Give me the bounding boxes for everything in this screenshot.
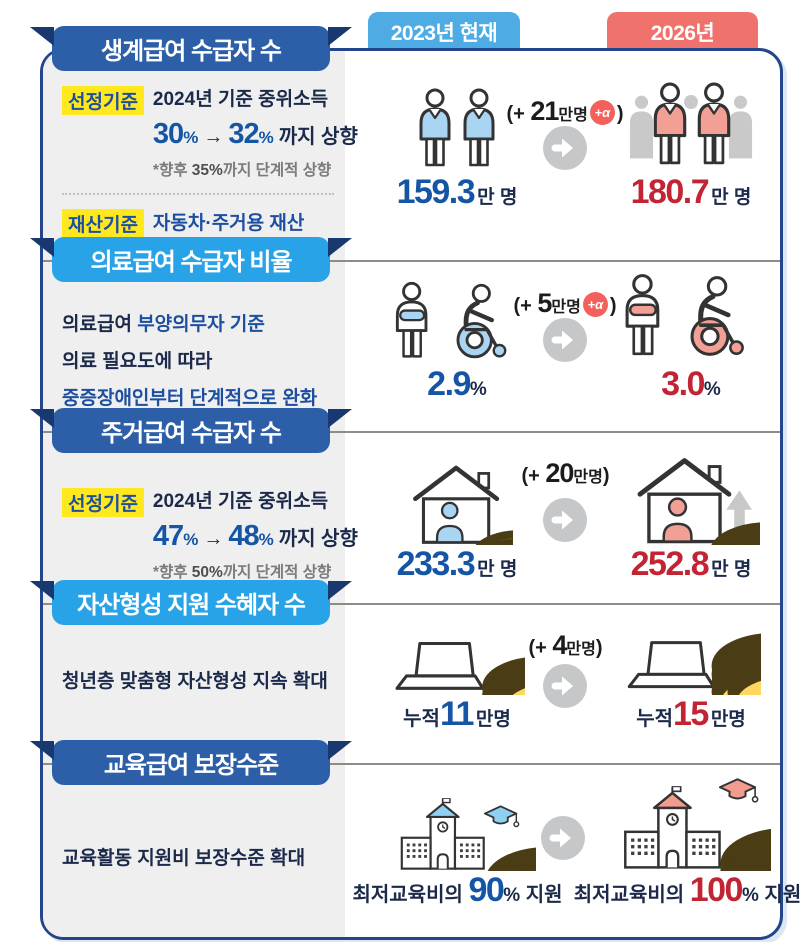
right-arrow-icon [541,816,585,860]
housing-notes: 선정기준 2024년 기준 중위소득 47% → 48% 까지 상향 *향후 50%까… [62,488,358,582]
note-line: 의료 필요도에 따라 [62,351,213,372]
up-arrow-icon [726,490,752,535]
criteria-tag: 선정기준 [62,86,144,115]
section-title-education: 교육급여 보장수준 [30,740,352,785]
section-divider [43,763,780,765]
stat-value: 최저교육비의 90% 지원 [352,871,563,909]
criteria-line: 2024년 기준 중위소득 [152,491,329,512]
stat-2026-asset: 누적15 만명 [586,622,796,734]
stat-2026-housing: 252.8 만 명 [586,448,796,584]
stat-value: 233.3 만 명 [396,545,518,583]
note-line: 교육활동 지원비 보장수준 확대 [62,848,306,869]
stat-2023-medical: 2.9% [352,280,562,404]
house-person-coins-icon [622,448,760,545]
laptop-coins-icon [627,622,761,695]
dotted-separator [62,193,334,195]
stat-value: 누적15 만명 [636,695,746,733]
plus-alpha-badge: +α [582,292,608,317]
delta-annotation: (+ 20만명) [521,458,610,488]
right-arrow-glyph: → [203,126,224,148]
criteria-line: 2024년 기준 중위소득 [152,89,329,110]
delta-annotation: (+ 21만명 +α) [506,96,624,126]
delta-annotation: (+ 4만명) [528,630,603,660]
section-divider [43,603,780,605]
property-line: 자동차·주거용 재산 [152,213,305,234]
ribbon-label: 주거급여 수급자 수 [101,420,282,447]
plus-alpha-badge: +α [589,100,615,125]
percent-change-line: 47% → 48% 까지 상향 [152,520,358,552]
stat-value: 252.8 만 명 [630,545,752,583]
section-title-medical: 의료급여 수급자 비율 [30,237,352,282]
year-badge-2023: 2023년 현재 [368,12,520,52]
note-line: 의료급여 부양의무자 기준 [62,314,265,335]
property-tag: 재산기준 [62,209,144,238]
criteria-tag: 선정기준 [62,488,144,517]
ribbon-label: 의료급여 수급자 비율 [90,249,292,276]
stat-value: 180.7 만 명 [630,173,752,211]
footnote: *향후 35%까지 단계적 상향 [152,162,332,179]
footnote: *향후 50%까지 단계적 상향 [152,564,332,581]
stat-2026-livelihood: 180.7 만 명 [586,80,796,212]
stat-2023-housing: 233.3 만 명 [352,458,562,584]
right-arrow-glyph: → [203,528,224,550]
right-arrow-icon [543,126,587,170]
asset-notes: 청년층 맞춤형 자산형성 지속 확대 [62,668,342,696]
section-title-asset: 자산형성 지원 수혜자 수 [30,580,352,625]
injured-person-wheelchair-icon [622,272,760,362]
education-notes: 교육활동 지원비 보장수준 확대 [62,845,342,873]
section-divider [43,260,780,262]
ribbon-label: 자산형성 지원 수혜자 수 [77,592,306,619]
section-title-livelihood: 생계급여 수급자 수 [30,26,352,71]
people-crowd-icon [629,82,753,165]
stat-2023-livelihood: 159.3 만 명 [352,88,562,212]
stat-2023-education: 최저교육비의 90% 지원 [340,788,575,910]
ribbon-label: 생계급여 수급자 수 [101,38,282,65]
delta-annotation: (+ 5만명 +α) [513,288,617,318]
stat-2026-education: 최저교육비의 100% 지원 [570,774,800,910]
stat-value: 최저교육비의 100% 지원 [573,871,800,909]
right-arrow-icon [543,498,587,542]
note-line: 중증장애인부터 단계적으로 완화 [62,388,318,409]
stat-value: 3.0% [661,365,721,403]
right-arrow-icon [543,318,587,362]
school-gradcap-coins-icon [623,778,771,871]
stat-value: 2.9% [427,365,487,403]
year-badge-2026: 2026년 [607,12,758,52]
stat-2023-asset: 누적11 만명 [352,634,562,734]
school-gradcap-coins-icon [400,798,536,871]
right-arrow-icon [543,664,587,708]
stat-value: 누적11 만명 [403,695,511,733]
stat-value: 159.3 만 명 [396,173,518,211]
section-divider [43,431,780,433]
stat-2026-medical: 3.0% [586,272,796,404]
medical-notes: 의료급여 부양의무자 기준 의료 필요도에 따라 중증장애인부터 단계적으로 완… [62,306,342,417]
ribbon-label: 교육급여 보장수준 [103,752,279,779]
section-title-housing: 주거급여 수급자 수 [30,408,352,453]
note-line: 청년층 맞춤형 자산형성 지속 확대 [62,671,328,692]
percent-change-line: 30% → 32% 까지 상향 [152,118,358,150]
